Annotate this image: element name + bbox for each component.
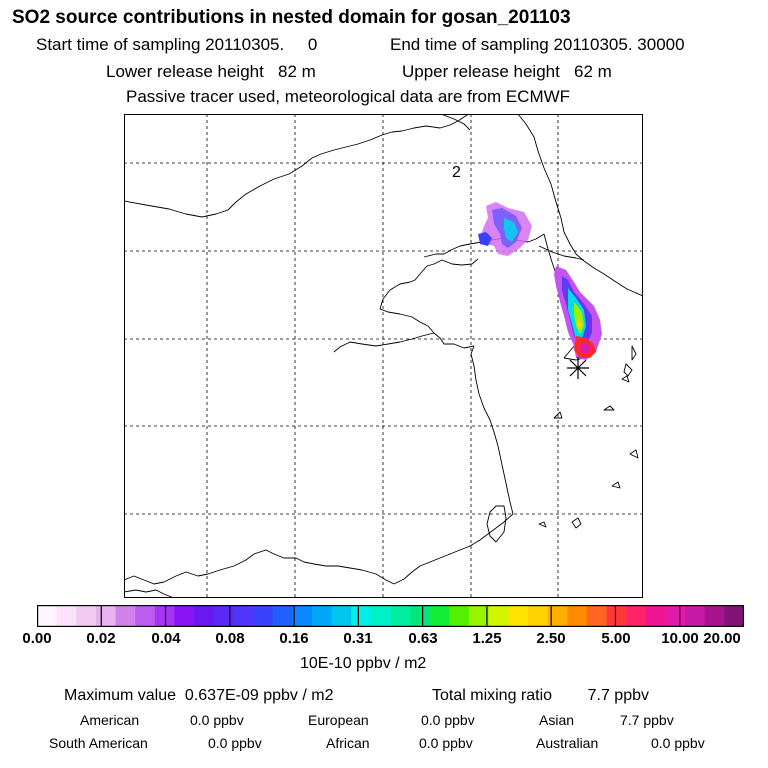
- colorbar-swatch: [410, 605, 431, 627]
- colorbar-swatch: [194, 605, 215, 627]
- colorbar-swatch: [704, 605, 725, 627]
- colorbar-swatch: [135, 605, 156, 627]
- region-australian-value: 0.0 ppbv: [651, 735, 705, 751]
- region-south-american-value: 0.0 ppbv: [208, 735, 262, 751]
- colorbar-swatch: [56, 605, 77, 627]
- colorbar-tick-label: 0.08: [215, 630, 245, 647]
- colorbar-swatch: [370, 605, 391, 627]
- colorbar-swatch: [527, 605, 548, 627]
- concentration-plume: [478, 202, 602, 360]
- colorbar-swatch: [37, 605, 57, 627]
- colorbar-swatch: [95, 605, 116, 627]
- end-time-label: End time of sampling 20110305. 30000: [390, 35, 685, 54]
- region-asian-value: 7.7 ppbv: [620, 712, 674, 728]
- total-mixing-label: Total mixing ratio 7.7 ppbv: [432, 687, 649, 704]
- start-time-label: Start time of sampling 20110305. 0: [36, 35, 318, 54]
- colorbar-swatch: [606, 605, 627, 627]
- colorbar-tick-label: 20.00: [703, 630, 741, 647]
- colorbar-swatch: [174, 605, 195, 627]
- region-african-label: African: [326, 735, 370, 751]
- colorbar-tick-label: 0.63: [408, 630, 438, 647]
- colorbar-swatch: [311, 605, 332, 627]
- colorbar-swatch: [253, 605, 273, 627]
- colorbar-swatch: [429, 605, 450, 627]
- colorbar-swatch: [586, 605, 607, 627]
- region-american-label: American: [80, 712, 140, 728]
- map-label: 2: [452, 164, 461, 181]
- colorbar-swatch: [547, 605, 568, 627]
- colorbar-swatch: [567, 605, 588, 627]
- colorbar-tick-label: 0.16: [279, 630, 309, 647]
- lower-release-label: Lower release height 82 m: [106, 62, 316, 81]
- colorbar-swatch: [685, 605, 706, 627]
- colorbar-tick-label: 0.02: [86, 630, 116, 647]
- region-australian-label: Australian: [536, 735, 599, 751]
- colorbar-tick-label: 0.00: [22, 630, 52, 647]
- colorbar-units: 10E-10 ppbv / m2: [300, 655, 427, 672]
- colorbar-tick-label: 0.31: [343, 630, 373, 647]
- colorbar-swatch: [233, 605, 254, 627]
- colorbar-tick-label: 5.00: [601, 630, 631, 647]
- colorbar-swatch: [351, 605, 372, 627]
- upper-release-label: Upper release height 62 m: [402, 62, 612, 81]
- colorbar-swatch: [292, 605, 313, 627]
- colorbar-swatch: [508, 605, 529, 627]
- colorbar-swatch: [115, 605, 136, 627]
- region-american-value: 0.0 ppbv: [190, 712, 244, 728]
- colorbar-swatch: [724, 605, 744, 627]
- asterisk-icon: [567, 357, 589, 379]
- map-gridlines: [124, 114, 643, 598]
- colorbar-swatch: [449, 605, 470, 627]
- colorbar-border: [37, 605, 744, 627]
- colorbar-tick-label: 10.00: [661, 630, 699, 647]
- colorbar: [37, 605, 744, 627]
- colorbar-swatch: [665, 605, 686, 627]
- colorbar-swatch: [488, 605, 509, 627]
- region-south-american-label: South American: [49, 735, 148, 751]
- page-title: SO2 source contributions in nested domai…: [12, 7, 571, 28]
- colorbar-swatch: [331, 605, 352, 627]
- colorbar-swatch: [645, 605, 666, 627]
- max-value-label: Maximum value 0.637E-09 ppbv / m2: [64, 687, 334, 704]
- map-panel: 2: [124, 114, 643, 598]
- tracer-note: Passive tracer used, meteorological data…: [126, 87, 571, 106]
- colorbar-swatch: [469, 605, 489, 627]
- colorbar-tick-label: 2.50: [536, 630, 566, 647]
- colorbar-swatch: [154, 605, 175, 627]
- region-asian-label: Asian: [539, 712, 575, 728]
- colorbar-swatch: [626, 605, 647, 627]
- map-frame: [124, 114, 643, 598]
- region-european-value: 0.0 ppbv: [421, 712, 475, 728]
- colorbar-swatch: [76, 605, 97, 627]
- colorbar-swatch: [390, 605, 411, 627]
- colorbar-tick-label: 1.25: [472, 630, 502, 647]
- region-european-label: European: [308, 712, 369, 728]
- colorbar-swatch: [213, 605, 234, 627]
- colorbar-tick-label: 0.04: [151, 630, 181, 647]
- region-african-value: 0.0 ppbv: [419, 735, 473, 751]
- colorbar-swatch: [272, 605, 293, 627]
